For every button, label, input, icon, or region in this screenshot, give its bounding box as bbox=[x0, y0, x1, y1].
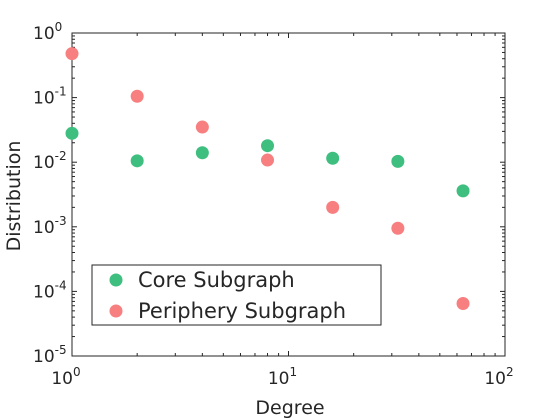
y-axis-ticks: 100 10-1 10-2 10-3 10-4 10-5 bbox=[33, 20, 67, 367]
y-axis-label: Distribution bbox=[3, 141, 25, 252]
legend-label-periphery: Periphery Subgraph bbox=[138, 299, 346, 323]
legend-marker-periphery bbox=[109, 304, 123, 318]
x-axis-ticks: 100 101 102 bbox=[51, 365, 513, 389]
core-point bbox=[195, 146, 209, 160]
legend-marker-core bbox=[109, 273, 123, 287]
core-point bbox=[456, 184, 470, 198]
legend-box bbox=[91, 264, 382, 326]
core-point bbox=[391, 154, 405, 168]
core-point bbox=[326, 151, 340, 165]
data-points bbox=[65, 47, 470, 310]
periphery-point bbox=[195, 120, 209, 134]
x-tick-label: 101 bbox=[268, 365, 297, 389]
y-tick-label: 10-3 bbox=[33, 214, 67, 238]
legend: Core Subgraph Periphery Subgraph bbox=[91, 264, 382, 326]
core-point bbox=[261, 139, 275, 153]
y-tick-label: 100 bbox=[33, 20, 62, 44]
y-tick-label: 10-4 bbox=[33, 278, 67, 302]
legend-label-core: Core Subgraph bbox=[138, 268, 295, 292]
y-tick-label: 10-1 bbox=[33, 85, 67, 109]
core-point bbox=[65, 126, 79, 140]
periphery-point bbox=[326, 200, 340, 214]
periphery-point bbox=[261, 153, 275, 167]
periphery-point bbox=[456, 296, 470, 310]
periphery-point bbox=[130, 89, 144, 103]
y-tick-label: 10-5 bbox=[33, 343, 67, 367]
x-tick-label: 102 bbox=[484, 365, 513, 389]
x-tick-label: 100 bbox=[51, 365, 80, 389]
periphery-point bbox=[65, 47, 79, 61]
y-tick-label: 10-2 bbox=[33, 149, 67, 173]
periphery-point bbox=[391, 221, 405, 235]
core-point bbox=[130, 154, 144, 168]
x-axis-label: Degree bbox=[255, 397, 324, 419]
